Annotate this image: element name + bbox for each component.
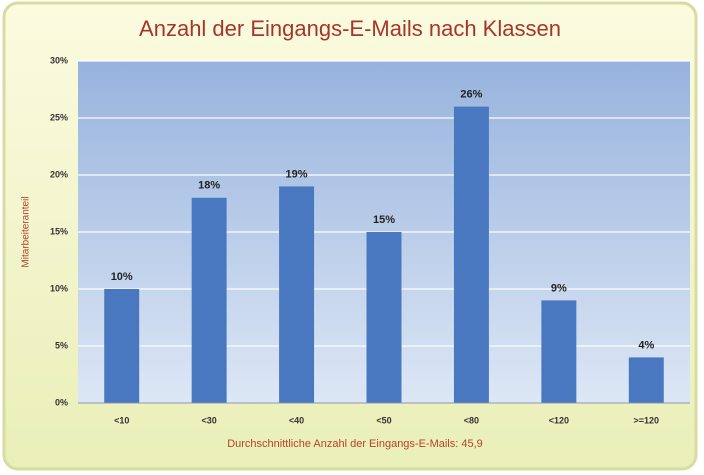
bar (279, 186, 315, 403)
data-label: 19% (286, 168, 308, 180)
data-label: 15% (373, 214, 395, 226)
x-tick-label: <30 (202, 415, 217, 425)
chart-title: Anzahl der Eingangs-E-Mails nach Klassen (139, 16, 561, 41)
data-label: 4% (638, 339, 654, 351)
x-tick-label: <80 (464, 415, 479, 425)
data-label: 10% (111, 271, 133, 283)
x-tick-label: <50 (376, 415, 391, 425)
x-tick-label: <10 (114, 415, 129, 425)
y-tick-label: 30% (50, 55, 68, 65)
x-tick-label: <120 (549, 415, 569, 425)
bar (104, 289, 140, 403)
y-tick-label: 15% (50, 226, 68, 236)
x-axis-label: Durchschnittliche Anzahl der Eingangs-E-… (227, 438, 483, 450)
x-tick-label: >=120 (634, 415, 660, 425)
y-axis-label: Mitarbeiteranteil (21, 196, 32, 267)
data-label: 9% (551, 282, 567, 294)
bar (628, 357, 664, 403)
bar (541, 300, 577, 403)
y-tick-label: 10% (50, 283, 68, 293)
bar (453, 106, 489, 403)
data-label: 18% (198, 180, 220, 192)
y-tick-label: 0% (55, 397, 68, 407)
bar (366, 232, 402, 403)
y-tick-label: 20% (50, 169, 68, 179)
bar (191, 197, 227, 403)
y-tick-label: 5% (55, 340, 68, 350)
data-label: 26% (460, 89, 482, 101)
y-tick-label: 25% (50, 112, 68, 122)
x-tick-label: <40 (289, 415, 304, 425)
